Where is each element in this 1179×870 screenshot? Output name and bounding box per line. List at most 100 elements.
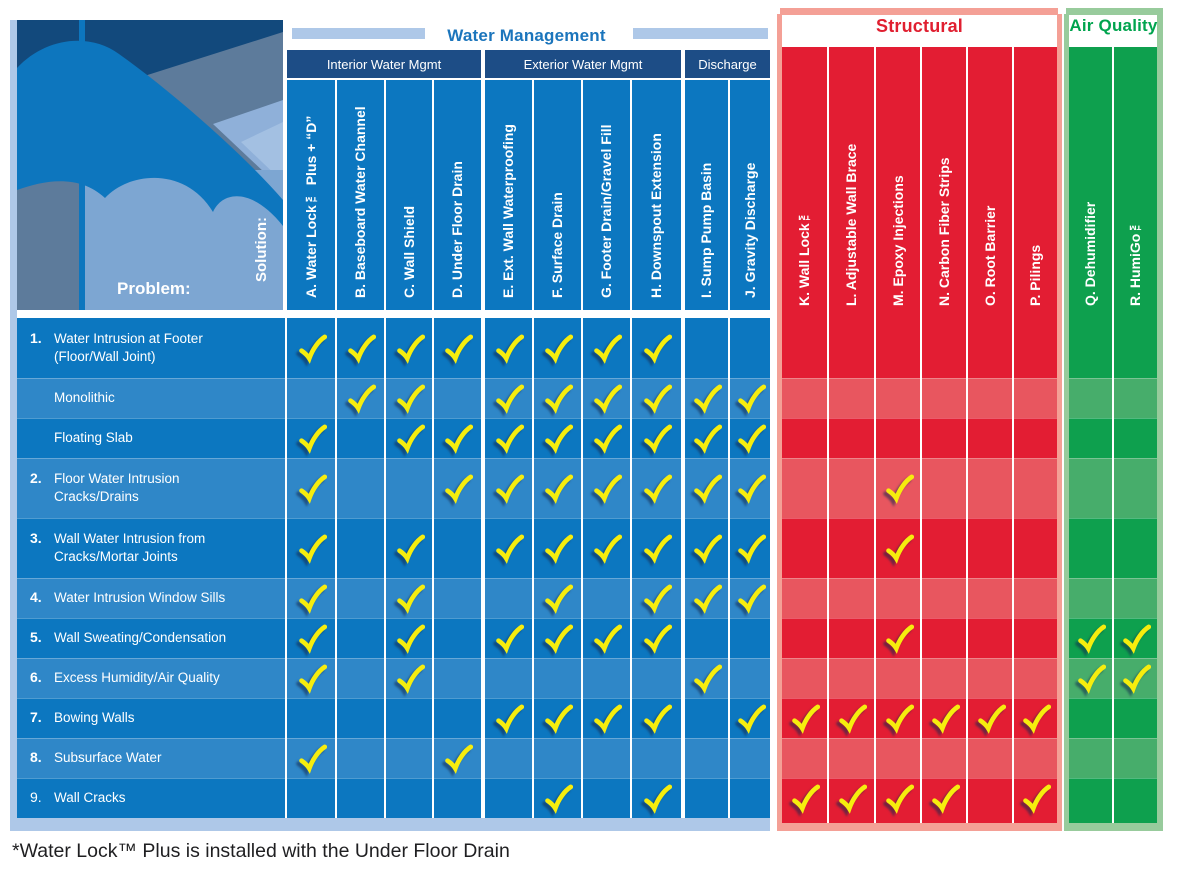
matrix-cell <box>730 518 770 578</box>
matrix-cell <box>583 738 630 778</box>
row-label-wrap: 3. Wall Water Intrusion from Cracks/Mortar… <box>30 530 205 566</box>
row-label-wrap: 1. Water Intrusion at Footer (Floor/Wall J… <box>30 330 203 366</box>
matrix-cell <box>534 738 581 778</box>
check-icon <box>542 783 573 814</box>
matrix-cell <box>1014 518 1057 578</box>
check-icon <box>296 333 327 364</box>
matrix-cell <box>730 618 770 658</box>
matrix-cell <box>632 518 681 578</box>
check-icon <box>591 623 622 654</box>
matrix-cell <box>829 518 874 578</box>
check-icon <box>542 583 573 614</box>
matrix-cell <box>485 418 532 458</box>
matrix-cell <box>632 698 681 738</box>
matrix-cell <box>287 378 335 418</box>
matrix-cell <box>829 778 874 818</box>
matrix-cell <box>922 518 966 578</box>
check-icon <box>394 423 425 454</box>
check-icon <box>735 423 766 454</box>
matrix-cell <box>968 418 1012 458</box>
matrix-cell <box>968 318 1012 378</box>
column-cells-M <box>876 318 920 823</box>
row-label-wrap: 4. Water Intrusion Window Sills <box>30 589 225 607</box>
matrix-cell <box>829 318 874 378</box>
column-cells-I <box>685 318 728 818</box>
matrix-cell <box>534 618 581 658</box>
row-label-text: Wall Sweating/Condensation <box>54 630 227 646</box>
matrix-cell <box>829 378 874 418</box>
matrix-cell <box>287 618 335 658</box>
row-label: 1. Water Intrusion at Footer (Floor/Wall J… <box>17 318 285 378</box>
matrix-cell <box>337 458 384 518</box>
matrix-cell <box>968 578 1012 618</box>
check-icon <box>883 623 914 654</box>
st-frame-left <box>777 14 782 831</box>
matrix-cell <box>386 518 432 578</box>
row-label-text: Water Intrusion Window Sills <box>54 590 226 606</box>
matrix-cell <box>829 658 874 698</box>
column-header-G: G. Footer Drain/Gravel Fill <box>583 80 630 310</box>
matrix-cell <box>485 738 532 778</box>
matrix-cell <box>730 698 770 738</box>
column-label: P. Pilings <box>1027 244 1043 306</box>
column-label: L. Adjustable Wall Brace <box>843 143 859 306</box>
matrix-cell <box>782 458 827 518</box>
matrix-cell <box>337 418 384 458</box>
matrix-cell <box>434 698 481 738</box>
column-label: R. HumiGo™ <box>1127 217 1143 306</box>
matrix-cell <box>1014 618 1057 658</box>
matrix-cell <box>829 698 874 738</box>
check-icon <box>493 473 524 504</box>
matrix-cell <box>337 518 384 578</box>
column-header-C: C. Wall Shield <box>386 80 432 310</box>
column-cells-R <box>1114 318 1157 823</box>
row-label: 3. Wall Water Intrusion from Cracks/Mortar… <box>17 518 285 578</box>
check-icon <box>296 583 327 614</box>
matrix-cell <box>583 658 630 698</box>
row-label-text: Monolithic <box>54 390 115 406</box>
matrix-cell <box>685 418 728 458</box>
column-label: D. Under Floor Drain <box>449 161 465 298</box>
matrix-cell <box>782 738 827 778</box>
aq-frame-left <box>1064 14 1069 831</box>
check-icon <box>929 703 960 734</box>
column-cells-K <box>782 318 827 823</box>
matrix-cell <box>386 778 432 818</box>
check-icon <box>542 383 573 414</box>
check-icon <box>296 423 327 454</box>
matrix-cell <box>876 778 920 818</box>
check-icon <box>883 703 914 734</box>
matrix-cell <box>876 418 920 458</box>
matrix-cell <box>386 378 432 418</box>
matrix-cell <box>534 458 581 518</box>
matrix-cell <box>782 418 827 458</box>
check-icon <box>691 533 722 564</box>
wm-frame-bottom <box>10 818 770 831</box>
row-number: 3. <box>30 530 42 547</box>
matrix-cell <box>968 698 1012 738</box>
matrix-cell <box>434 418 481 458</box>
matrix-cell <box>730 738 770 778</box>
check-icon <box>442 473 473 504</box>
aq-frame-right <box>1157 14 1163 831</box>
check-icon <box>493 333 524 364</box>
row-label: 6. Excess Humidity/Air Quality <box>17 658 285 698</box>
wm-frame-left <box>10 20 17 831</box>
row-label: 9. Wall Cracks <box>17 778 285 818</box>
umbrella-panel: Solution: Problem: <box>17 20 283 310</box>
check-icon <box>1075 663 1106 694</box>
matrix-cell <box>782 318 827 378</box>
column-header-N: N. Carbon Fiber Strips <box>922 47 966 318</box>
matrix-cell <box>1014 778 1057 818</box>
wm-frame-top-right <box>633 28 768 39</box>
check-icon <box>394 533 425 564</box>
matrix-cell <box>1114 738 1157 778</box>
row-label: 8. Subsurface Water <box>17 738 285 778</box>
check-icon <box>394 623 425 654</box>
matrix-cell <box>1069 698 1112 738</box>
column-header-I: I. Sump Pump Basin <box>685 80 728 310</box>
matrix-cell <box>337 698 384 738</box>
matrix-cell <box>485 698 532 738</box>
